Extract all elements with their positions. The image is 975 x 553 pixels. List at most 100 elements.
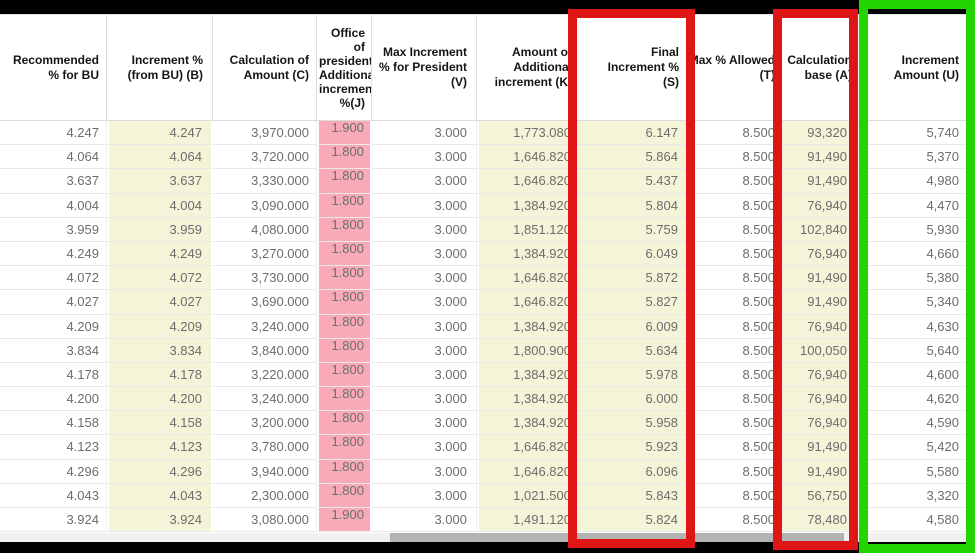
table-cell: 8.500 <box>688 145 778 170</box>
red-highlight-box-final-increment-column <box>568 9 695 548</box>
table-cell: 3.000 <box>372 387 477 412</box>
table-cell: 3.000 <box>372 314 477 339</box>
table-cell: 76,940 <box>778 241 857 267</box>
table-cell: 100,050 <box>778 338 857 363</box>
table-cell: 8.500 <box>688 508 778 533</box>
table-cell: 4.296 <box>0 459 107 484</box>
table-cell: 3.924 <box>107 508 213 533</box>
table-cell: 5.827 <box>575 290 688 315</box>
table-cell: 3,080.000 <box>213 508 317 533</box>
table-cell: 4.123 <box>0 435 107 460</box>
table-cell: 3.000 <box>372 362 477 388</box>
table-cell: 1,384.920 <box>477 314 575 339</box>
table-cell: 8.500 <box>688 483 778 508</box>
table-cell: 3.637 <box>107 169 213 194</box>
horizontal-scrollbar-thumb[interactable] <box>390 533 844 542</box>
table-cell: 8.500 <box>688 314 778 339</box>
table-cell: 5.864 <box>575 145 688 170</box>
table-cell: 8.500 <box>688 169 778 194</box>
table-cell: 1.800 <box>317 290 372 315</box>
table-cell: 5.437 <box>575 169 688 194</box>
table-cell: 1.800 <box>317 435 372 460</box>
table-cell: 3.000 <box>372 121 477 146</box>
table-cell: 5.872 <box>575 266 688 291</box>
table-cell: 1.800 <box>317 266 372 291</box>
table-cell: 5.978 <box>575 362 688 388</box>
table-cell: 1,384.920 <box>477 362 575 388</box>
horizontal-scrollbar-track <box>0 533 975 542</box>
table-cell: 3.637 <box>0 169 107 194</box>
table-cell: 3,730.000 <box>213 266 317 291</box>
table-row: 4.209 4.209 3,240.000 1.800 3.000 1,384.920 6.… <box>0 314 975 339</box>
table-row: 4.247 4.247 3,970.000 1.900 3.000 1,773.080 6.… <box>0 121 975 146</box>
table-cell: 4.072 <box>0 266 107 291</box>
table-cell: 3,200.000 <box>213 411 317 436</box>
table-body: 4.247 4.247 3,970.000 1.900 3.000 1,773.080 6.… <box>0 121 975 533</box>
table-cell: 4.247 <box>107 121 213 146</box>
red-highlight-box-calculation-base-column <box>773 9 858 550</box>
table-cell: 3.000 <box>372 217 477 242</box>
table-cell: 3,780.000 <box>213 435 317 460</box>
column-header-increment-pct-from-bu: Increment % (from BU) (B) <box>107 15 213 120</box>
table-cell: 3,940.000 <box>213 459 317 484</box>
table-cell: 3,270.000 <box>213 241 317 267</box>
table-cell: 1,384.920 <box>477 193 575 218</box>
table-row: 4.178 4.178 3,220.000 1.800 3.000 1,384.920 5.… <box>0 362 975 388</box>
table-row: 4.200 4.200 3,240.000 1.800 3.000 1,384.920 6.… <box>0 387 975 412</box>
table-cell: 4.004 <box>0 193 107 218</box>
table-cell: 4.158 <box>0 411 107 436</box>
table-cell: 3.000 <box>372 435 477 460</box>
table-cell: 1,384.920 <box>477 387 575 412</box>
table-cell: 1.800 <box>317 145 372 170</box>
table-cell: 1,851.120 <box>477 217 575 242</box>
table-cell: 8.500 <box>688 435 778 460</box>
data-table: Recommended % for BU Increment % (from B… <box>0 14 975 533</box>
table-header-row: Recommended % for BU Increment % (from B… <box>0 14 975 121</box>
table-cell: 8.500 <box>688 290 778 315</box>
column-header-max-pct-allowed: Max % Allowed (T) <box>688 15 778 120</box>
table-cell: 3.000 <box>372 483 477 508</box>
table-cell: 8.500 <box>688 459 778 484</box>
table-cell: 6.000 <box>575 387 688 412</box>
table-cell: 3,220.000 <box>213 362 317 388</box>
table-cell: 3,970.000 <box>213 121 317 146</box>
table-cell: 8.500 <box>688 121 778 146</box>
table-cell: 1,021.500 <box>477 483 575 508</box>
table-cell: 8.500 <box>688 241 778 267</box>
table-cell: 3.834 <box>107 338 213 363</box>
table-cell: 4.043 <box>107 483 213 508</box>
table-cell: 3.000 <box>372 241 477 267</box>
table-cell: 1.800 <box>317 362 372 388</box>
table-cell: 3.000 <box>372 145 477 170</box>
table-cell: 4.043 <box>0 483 107 508</box>
table-row: 4.123 4.123 3,780.000 1.800 3.000 1,646.820 5.… <box>0 435 975 460</box>
table-cell: 3.000 <box>372 290 477 315</box>
table-row: 4.158 4.158 3,200.000 1.800 3.000 1,384.920 5.… <box>0 411 975 436</box>
table-cell: 4.027 <box>107 290 213 315</box>
table-cell: 8.500 <box>688 362 778 388</box>
table-cell: 1,384.920 <box>477 411 575 436</box>
column-header-max-increment-pct-president: Max Increment % for President (V) <box>372 15 477 120</box>
table-cell: 3,090.000 <box>213 193 317 218</box>
table-cell: 3.000 <box>372 193 477 218</box>
table-cell: 93,320 <box>778 121 857 146</box>
table-cell: 5.759 <box>575 217 688 242</box>
table-cell: 1,646.820 <box>477 290 575 315</box>
table-cell: 6.096 <box>575 459 688 484</box>
table-cell: 4.027 <box>0 290 107 315</box>
table-cell: 8.500 <box>688 266 778 291</box>
table-cell: 1.800 <box>317 483 372 508</box>
table-cell: 1.800 <box>317 314 372 339</box>
column-header-amount-of-additional-increment: Amount of Additional increment (K) <box>477 15 575 120</box>
table-cell: 1,800.900 <box>477 338 575 363</box>
table-cell: 6.009 <box>575 314 688 339</box>
top-redaction-bar <box>0 0 975 14</box>
table-cell: 1.800 <box>317 411 372 436</box>
table-cell: 4.178 <box>107 362 213 388</box>
table-cell: 5.923 <box>575 435 688 460</box>
table-cell: 3.924 <box>0 508 107 533</box>
table-cell: 1,646.820 <box>477 459 575 484</box>
table-cell: 3.000 <box>372 411 477 436</box>
table-cell: 5.804 <box>575 193 688 218</box>
table-cell: 4.209 <box>0 314 107 339</box>
